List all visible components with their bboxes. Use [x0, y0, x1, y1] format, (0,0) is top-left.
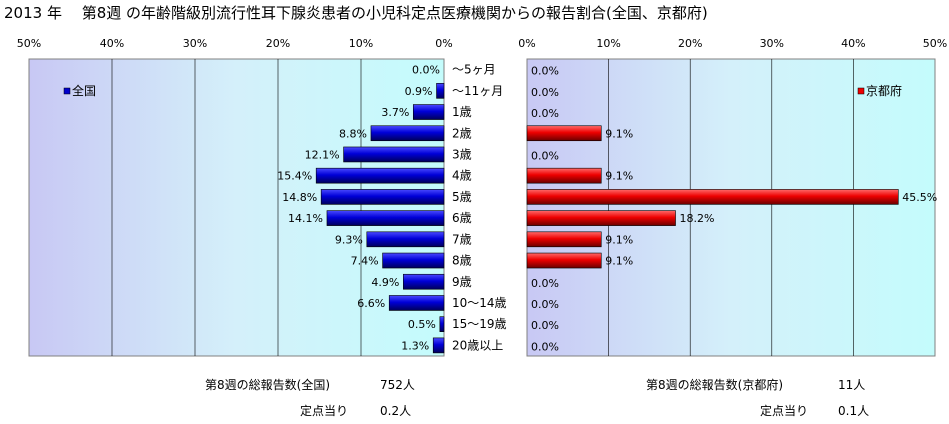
data-label-national: 0.5%	[408, 318, 436, 331]
data-label-kyoto: 0.0%	[531, 65, 559, 78]
data-label-national: 12.1%	[305, 148, 340, 161]
legend-swatch-kyoto	[857, 87, 865, 95]
bar-national	[366, 231, 445, 248]
data-label-kyoto: 0.0%	[531, 107, 559, 120]
category-label: 1歳	[452, 105, 472, 119]
data-label-national: 14.8%	[282, 191, 317, 204]
data-label-kyoto: 0.0%	[531, 149, 559, 162]
right-panel: 0% 10% 20% 30% 40% 50% 0.0% 0.0% 0.0% 9.1% 0.0% 9.1…	[518, 37, 947, 357]
category-label: 7歳	[452, 232, 472, 246]
bar-kyoto	[526, 231, 602, 248]
bar-national	[320, 189, 445, 205]
bar-national	[370, 125, 445, 142]
x-tick-label: 30%	[183, 37, 207, 50]
bar-kyoto	[526, 210, 676, 226]
data-label-national: 9.3%	[335, 233, 363, 246]
x-tick-label: 0%	[435, 37, 452, 50]
bar-national	[432, 337, 445, 354]
category-label: 2歳	[452, 126, 472, 140]
kyoto-per-label: 定点当り	[760, 404, 809, 418]
bar-national	[412, 104, 445, 120]
x-tick-label: 40%	[841, 37, 865, 50]
legend-label-kyoto: 京都府	[866, 83, 902, 98]
data-label-national: 3.7%	[381, 106, 409, 119]
data-label-national: 15.4%	[277, 170, 312, 183]
data-label-kyoto: 0.0%	[531, 298, 559, 311]
kyoto-per-value: 0.1人	[838, 404, 870, 418]
legend-label-national: 全国	[72, 83, 96, 98]
x-tick-label: 10%	[349, 37, 373, 50]
category-label: 20歳以上	[452, 338, 503, 352]
bar-national	[315, 167, 445, 184]
data-label-kyoto: 0.0%	[531, 319, 559, 332]
x-tick-label: 40%	[100, 37, 124, 50]
category-label: 3歳	[452, 147, 472, 161]
right-plot-area	[526, 58, 936, 357]
data-label-kyoto: 0.0%	[531, 277, 559, 290]
data-label-national: 1.3%	[401, 339, 429, 352]
national-per-value: 0.2人	[380, 404, 412, 418]
bar-national	[403, 273, 445, 290]
left-panel: 50% 40% 30% 20% 10% 0% 0.0% 0.9% 3.7% 8.8% 12.1% 15…	[17, 37, 453, 357]
data-label-kyoto: 45.5%	[902, 191, 937, 204]
bar-national	[343, 146, 445, 163]
x-tick-label: 20%	[266, 37, 290, 50]
data-label-national: 8.8%	[339, 127, 367, 140]
x-tick-label: 50%	[923, 37, 947, 50]
category-label: 9歳	[452, 275, 472, 289]
bar-national	[326, 210, 445, 226]
data-label-kyoto: 9.1%	[605, 127, 633, 140]
category-label: 4歳	[452, 169, 472, 183]
left-plot-area	[28, 58, 445, 357]
data-label-kyoto: 9.1%	[605, 255, 633, 268]
national-total-label: 第8週の総報告数(全国)	[205, 378, 330, 392]
page-title: 2013 年 第8週 の年齢階級別流行性耳下腺炎患者の小児科定点医療機関からの報…	[4, 4, 708, 22]
category-label: 10～14歳	[452, 296, 507, 310]
x-tick-label: 30%	[760, 37, 784, 50]
bar-national	[436, 83, 445, 99]
data-label-national: 14.1%	[288, 212, 323, 225]
category-label: 8歳	[452, 254, 472, 268]
x-tick-label: 0%	[518, 37, 535, 50]
data-label-national: 6.6%	[357, 297, 385, 310]
data-label-kyoto: 18.2%	[680, 212, 715, 225]
x-tick-label: 20%	[678, 37, 702, 50]
data-label-national: 7.4%	[351, 255, 379, 268]
bar-kyoto	[526, 252, 602, 269]
x-tick-label: 50%	[17, 37, 41, 50]
category-labels: ～5ヶ月 ～11ヶ月 1歳 2歳 3歳 4歳 5歳 6歳 7歳 8歳 9歳 10～14歳 15～19歳 2…	[452, 63, 507, 353]
legend-kyoto: 京都府	[857, 83, 902, 98]
category-label: ～11ヶ月	[452, 84, 503, 98]
category-label: 15～19歳	[452, 317, 507, 331]
legend-national: 全国	[63, 83, 96, 98]
category-label: ～5ヶ月	[452, 63, 496, 77]
data-label-kyoto: 0.0%	[531, 340, 559, 353]
kyoto-total-value: 11人	[838, 378, 866, 392]
bar-kyoto	[526, 189, 899, 205]
category-label: 6歳	[452, 211, 472, 225]
x-tick-label: 10%	[596, 37, 620, 50]
national-per-label: 定点当り	[300, 404, 349, 418]
data-label-kyoto: 9.1%	[605, 233, 633, 246]
bar-kyoto	[526, 125, 602, 142]
bar-kyoto	[526, 167, 602, 184]
data-label-national: 4.9%	[371, 276, 399, 289]
data-label-kyoto: 9.1%	[605, 170, 633, 183]
kyoto-total-label: 第8週の総報告数(京都府)	[646, 378, 783, 392]
data-label-kyoto: 0.0%	[531, 86, 559, 99]
bar-national	[382, 252, 445, 269]
national-total-value: 752人	[380, 378, 415, 392]
data-label-national: 0.9%	[405, 85, 433, 98]
bar-national	[388, 295, 445, 311]
legend-swatch-national	[63, 87, 71, 95]
category-label: 5歳	[452, 190, 472, 204]
bar-national	[439, 316, 445, 332]
data-label-national: 0.0%	[412, 64, 440, 77]
